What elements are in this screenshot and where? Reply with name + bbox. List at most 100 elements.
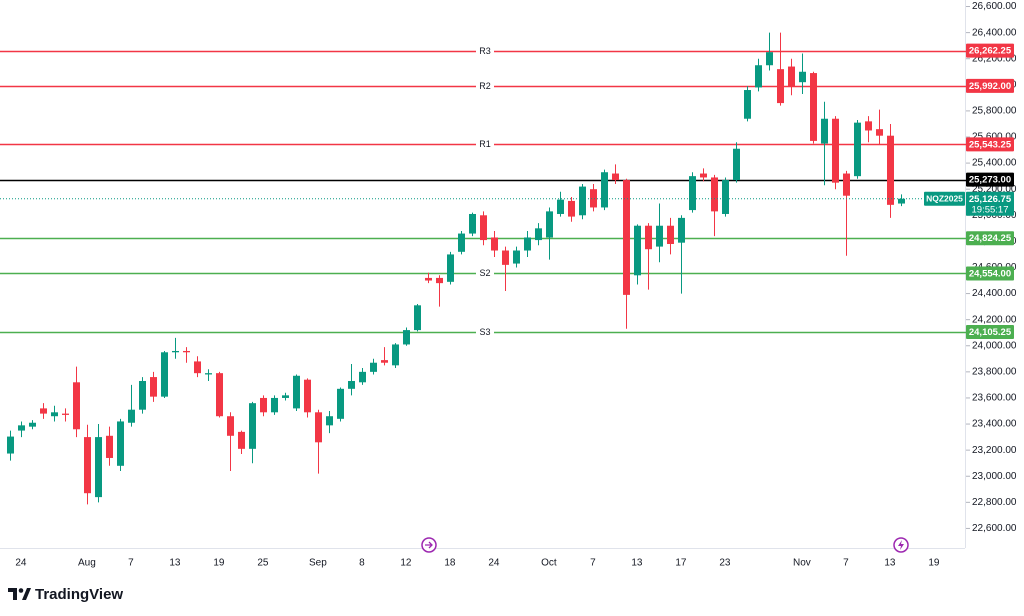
y-tick-label: 25,600.00 <box>972 132 1017 143</box>
candle-body <box>216 373 223 417</box>
y-tick-label: 23,200.00 <box>972 445 1017 456</box>
candle-body <box>678 217 685 243</box>
x-tick-label: 18 <box>444 558 456 569</box>
level-price-box <box>966 231 1014 246</box>
candle-body <box>667 225 674 244</box>
candle-body <box>755 65 762 88</box>
candle-body <box>524 237 531 251</box>
candle-body <box>51 412 58 417</box>
candle-body <box>733 148 740 181</box>
level-name-bg <box>476 80 494 93</box>
logo-slash <box>22 588 31 600</box>
x-tick-label: Sep <box>309 558 327 569</box>
candle-body <box>557 199 564 214</box>
brand-logo[interactable]: TradingView <box>8 586 123 603</box>
countdown-label: 19:55:17 <box>972 204 1009 215</box>
level-price-label: 24,554.00 <box>969 268 1011 279</box>
candle-body <box>447 254 454 282</box>
candle-body <box>700 173 707 178</box>
candle-body <box>414 305 421 331</box>
level-price-box <box>966 172 1014 187</box>
candle-body <box>766 52 773 66</box>
x-tick-label: 23 <box>719 558 731 569</box>
candle-body <box>106 435 113 458</box>
y-tick-label: 22,800.00 <box>972 497 1017 508</box>
level-price-box <box>966 78 1014 93</box>
x-tick-label: 8 <box>359 558 365 569</box>
x-tick-label: 13 <box>884 558 896 569</box>
candle-body <box>315 412 322 443</box>
candle-body <box>238 431 245 449</box>
candle-body <box>95 437 102 498</box>
candle-body <box>722 180 729 214</box>
level-price-box <box>966 266 1014 281</box>
candle-body <box>29 422 36 427</box>
candle-body <box>337 388 344 419</box>
y-tick-label: 24,200.00 <box>972 314 1017 325</box>
candle-body <box>634 225 641 276</box>
y-tick-label: 22,600.00 <box>972 523 1017 534</box>
x-tick-label: 19 <box>928 558 940 569</box>
level-name: R2 <box>479 81 491 91</box>
candle-body <box>458 233 465 252</box>
y-tick-label: 23,600.00 <box>972 393 1017 404</box>
candle-body <box>810 73 817 141</box>
candle-body <box>480 215 487 241</box>
last-price-box <box>966 191 1014 216</box>
level-name: S2 <box>479 268 490 278</box>
candle-body <box>117 421 124 466</box>
y-tick-label: 26,400.00 <box>972 27 1017 38</box>
candle-body <box>150 377 157 397</box>
candle-body <box>854 122 861 177</box>
x-tick-label: Nov <box>793 558 811 569</box>
x-tick-label: 19 <box>213 558 225 569</box>
candle-body <box>139 380 146 410</box>
level-name: R3 <box>479 46 491 56</box>
y-tick-label: 25,200.00 <box>972 184 1017 195</box>
event-icon[interactable] <box>421 537 437 553</box>
brand-name: TradingView <box>35 586 123 603</box>
level-price-label: 24,824.25 <box>969 233 1012 244</box>
symbol-label: NQZ2025 <box>926 193 963 203</box>
candle-body <box>601 172 608 208</box>
x-tick-label: 24 <box>15 558 27 569</box>
candle-body <box>84 437 91 494</box>
candle-body <box>392 344 399 366</box>
candle-body <box>436 277 443 284</box>
earnings-icon[interactable] <box>893 537 909 553</box>
candle-body <box>403 330 410 345</box>
candle-body <box>293 375 300 409</box>
y-tick-label: 26,200.00 <box>972 53 1017 64</box>
y-tick-label: 26,600.00 <box>972 1 1017 12</box>
candle-body <box>744 90 751 119</box>
y-tick-label: 23,800.00 <box>972 366 1017 377</box>
candle-body <box>645 225 652 250</box>
x-tick-label: 13 <box>169 558 181 569</box>
x-tick-label: 13 <box>631 558 643 569</box>
candle-body <box>205 373 212 375</box>
candle-body <box>271 397 278 413</box>
symbol-box <box>924 191 965 206</box>
level-price-label: 25,543.25 <box>969 139 1012 150</box>
candle-body <box>128 409 135 423</box>
y-tick-label: 23,000.00 <box>972 471 1017 482</box>
x-tick-label: 7 <box>128 558 134 569</box>
level-price-box <box>966 325 1014 340</box>
x-tick-label: 7 <box>590 558 596 569</box>
candle-body <box>326 416 333 426</box>
candle-body <box>821 118 828 144</box>
y-tick-label: 24,000.00 <box>972 340 1017 351</box>
level-name: R1 <box>479 139 491 149</box>
level-price-label: 26,262.25 <box>969 46 1012 57</box>
level-name-bg <box>476 267 494 280</box>
candle-body <box>370 362 377 372</box>
x-tick-label: 25 <box>257 558 269 569</box>
candle-body <box>172 350 179 353</box>
candle-body <box>865 121 872 131</box>
x-tick-label: Aug <box>78 558 96 569</box>
candle-body <box>513 250 520 264</box>
candle-body <box>348 380 355 389</box>
candle-body <box>689 176 696 211</box>
logo-dot <box>18 588 24 593</box>
